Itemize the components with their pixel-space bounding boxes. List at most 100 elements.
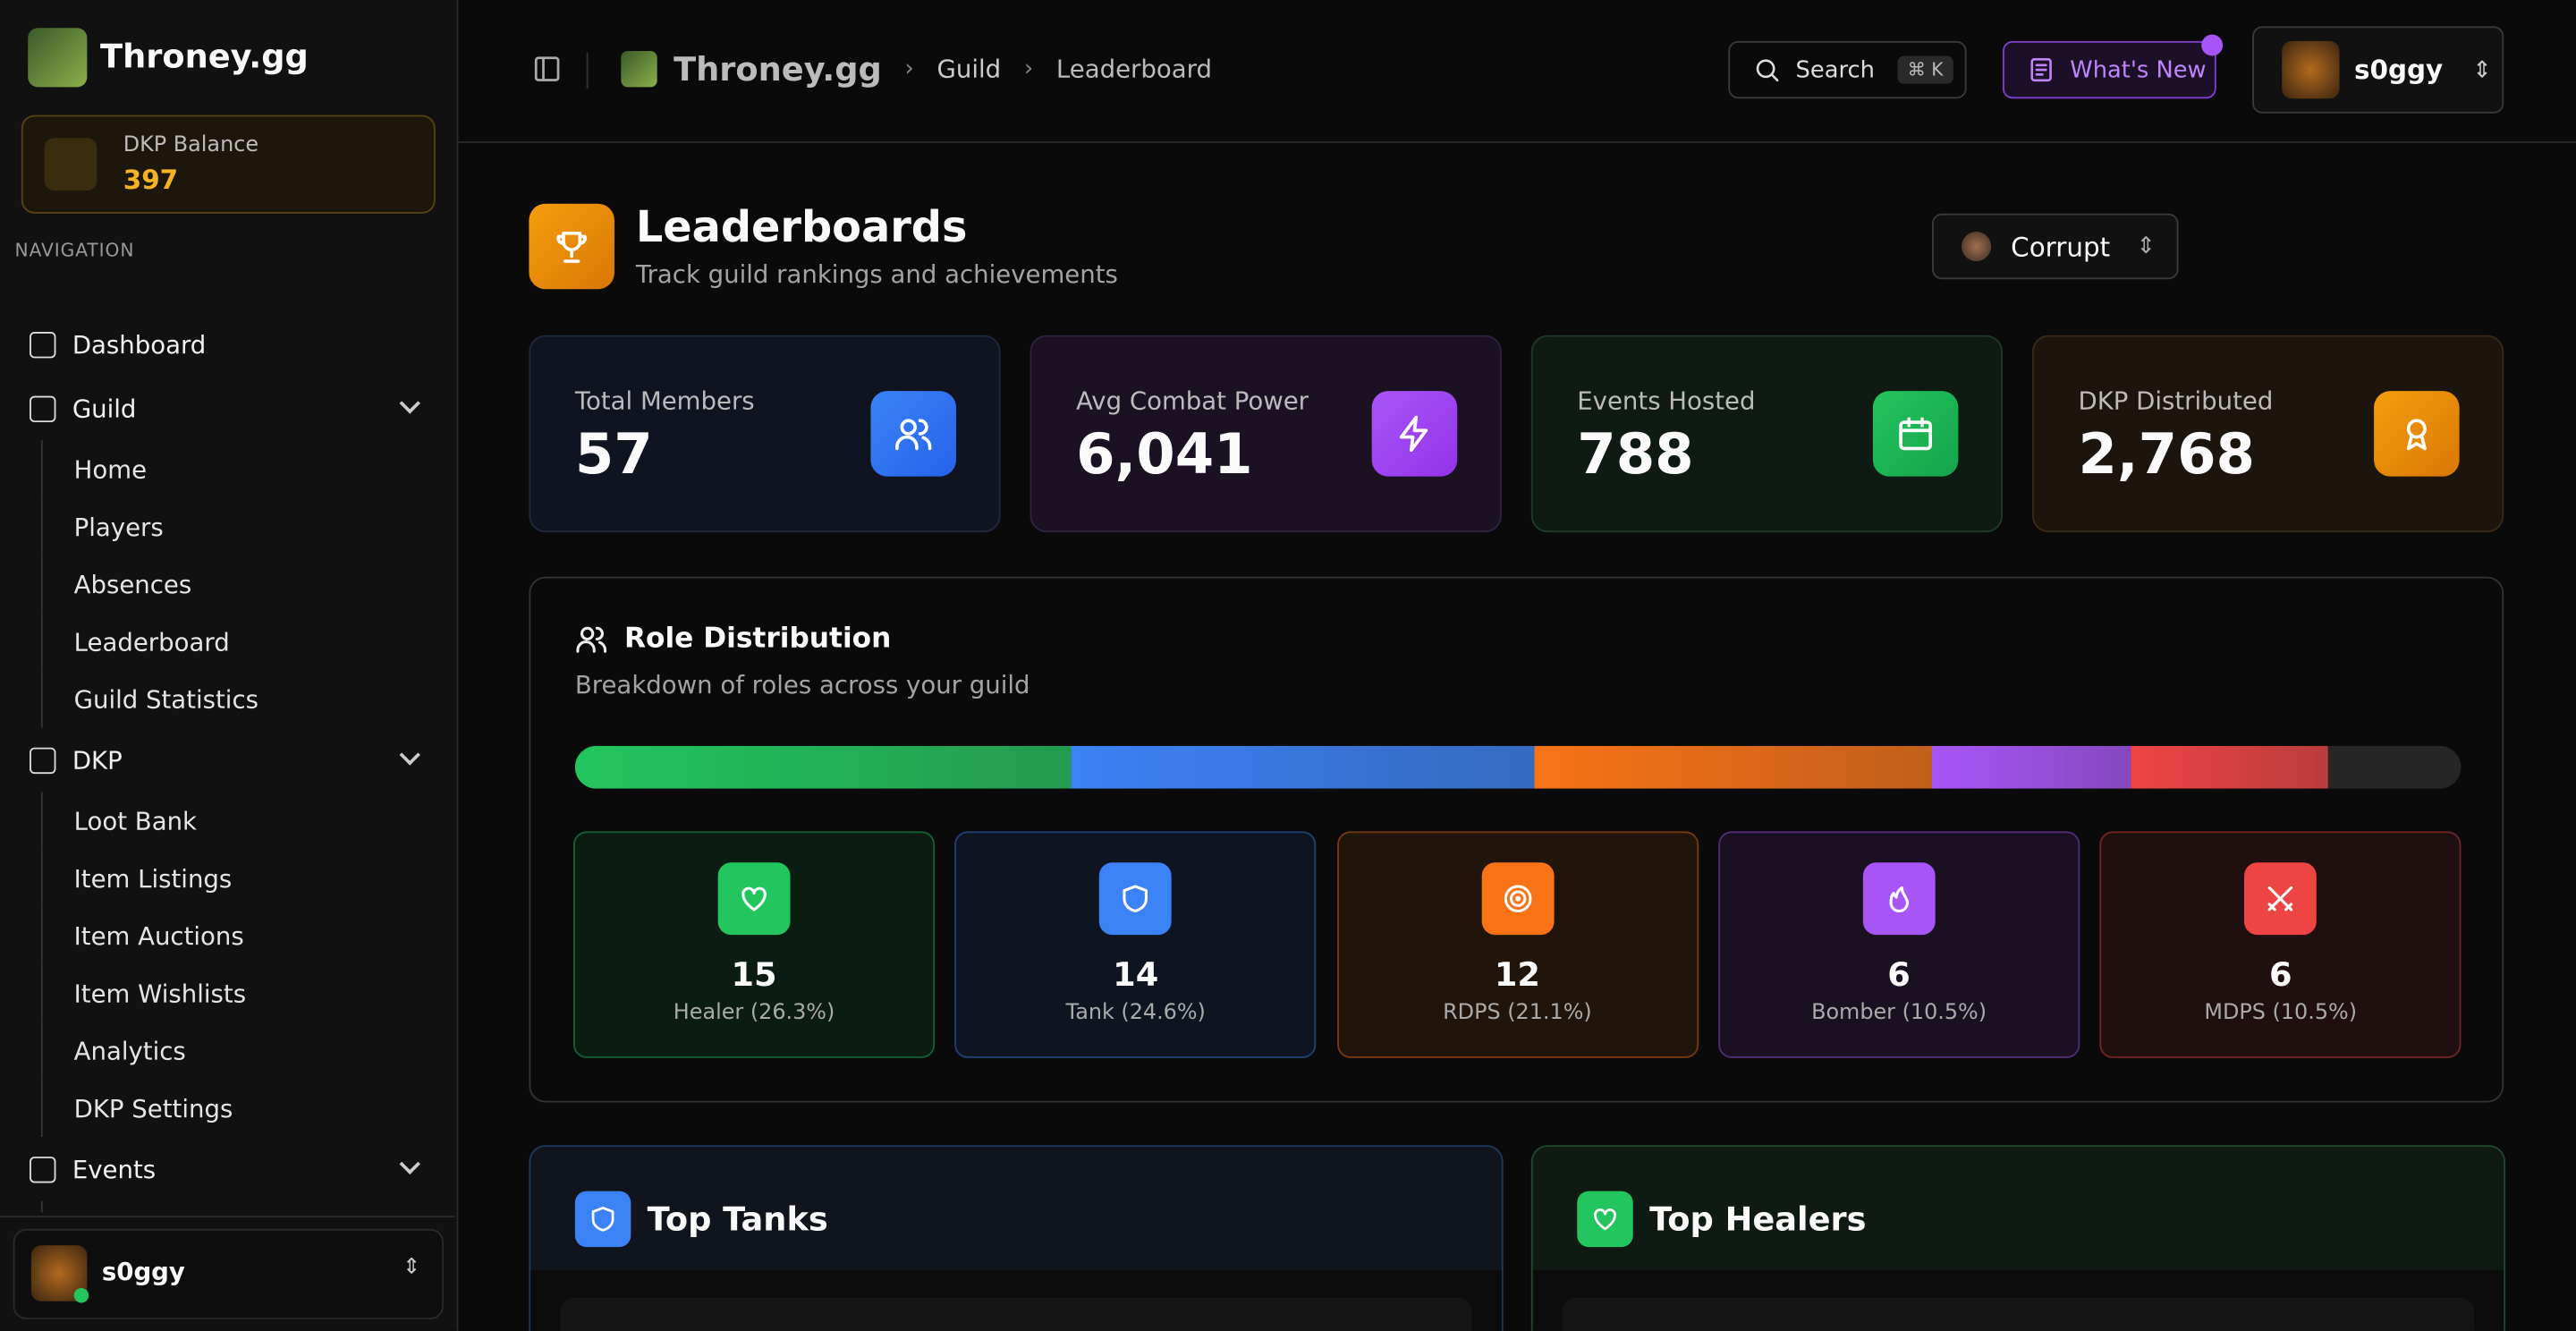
stat-value: 57 bbox=[574, 422, 653, 488]
section-title: Role Distribution bbox=[623, 623, 892, 656]
status-dot bbox=[73, 1288, 89, 1303]
stat-icon bbox=[2374, 391, 2460, 477]
role-icon bbox=[1480, 862, 1554, 936]
nav-subitem[interactable]: Guild Statistics bbox=[40, 670, 455, 728]
role-segment bbox=[574, 745, 1072, 789]
news-icon bbox=[2030, 58, 2052, 82]
role-segment bbox=[1931, 745, 2131, 789]
nav: Dashboard Guild Home Players Absences Leaderb… bbox=[0, 312, 455, 1213]
role-label: Healer (26.3%) bbox=[673, 1000, 835, 1026]
role-count: 6 bbox=[1887, 954, 1911, 995]
nav-subitem[interactable]: DKP Settings bbox=[40, 1079, 455, 1138]
dkp-icon bbox=[44, 138, 97, 191]
nav-subitem[interactable]: Home bbox=[40, 440, 455, 498]
role-count: 14 bbox=[1113, 954, 1159, 995]
user-menu[interactable]: s0ggy ⇕ bbox=[13, 1228, 444, 1319]
user-name: s0ggy bbox=[101, 1257, 185, 1287]
sidebar-toggle[interactable] bbox=[532, 55, 562, 84]
section-subtitle: Breakdown of roles across your guild bbox=[574, 670, 1030, 700]
whats-new-label: What's New bbox=[2070, 56, 2207, 83]
whats-new-button[interactable]: What's New bbox=[2002, 40, 2216, 99]
sidebar: Throney.gg DKP Balance 397 NAVIGATION Da… bbox=[0, 0, 459, 1331]
trophy-icon bbox=[556, 231, 588, 263]
breadcrumb-item[interactable]: Guild bbox=[936, 54, 1002, 84]
row bbox=[560, 1298, 1472, 1331]
stat-label: DKP Distributed bbox=[2078, 386, 2274, 416]
role-card: 6 Bomber (10.5%) bbox=[1718, 831, 2080, 1058]
nav-subitem[interactable]: Item Listings bbox=[40, 849, 455, 907]
row bbox=[1562, 1298, 2475, 1331]
role-segment bbox=[2130, 745, 2329, 789]
brand-name[interactable]: Throney.gg bbox=[100, 36, 309, 76]
search-icon bbox=[1756, 59, 1779, 82]
nav-heading: NAVIGATION bbox=[14, 240, 135, 262]
icon bbox=[2406, 419, 2427, 451]
avatar bbox=[2282, 40, 2340, 99]
stat-icon bbox=[870, 391, 956, 477]
stat-label: Avg Combat Power bbox=[1076, 386, 1309, 416]
search-label: Search bbox=[1795, 56, 1875, 83]
page-subtitle: Track guild rankings and achievements bbox=[635, 259, 1118, 290]
nav-subitem[interactable]: Absences bbox=[40, 555, 455, 614]
nav-subitem[interactable]: Item Auctions bbox=[40, 906, 455, 965]
role-icon bbox=[1099, 862, 1173, 936]
nav-icon bbox=[30, 394, 56, 422]
icon bbox=[895, 419, 932, 451]
nav-chevron bbox=[399, 744, 420, 766]
search-button[interactable]: Search ⌘ K bbox=[1728, 40, 1967, 99]
icon bbox=[1399, 415, 1428, 453]
role-card: 12 RDPS (21.1%) bbox=[1336, 831, 1699, 1058]
panel-title: Top Healers bbox=[1649, 1199, 1867, 1239]
panel-icon bbox=[574, 1191, 631, 1248]
dkp-balance: DKP Balance 397 bbox=[21, 114, 436, 214]
role-distribution: Role Distribution Breakdown of roles acr… bbox=[529, 576, 2504, 1103]
nav-chevron bbox=[399, 393, 420, 414]
stat-label: Total Members bbox=[574, 386, 755, 416]
role-icon bbox=[2244, 862, 2318, 936]
nav-subitem[interactable]: Item Wishlists bbox=[40, 964, 455, 1022]
panel-body bbox=[1532, 1269, 2504, 1331]
divider bbox=[0, 1216, 455, 1218]
guild-selector[interactable]: Corrupt ⇕ bbox=[1932, 213, 2179, 280]
stat-value: 2,768 bbox=[2078, 422, 2256, 488]
stat-card: DKP Distributed 2,768 bbox=[2032, 335, 2504, 533]
stat-card: Avg Combat Power 6,041 bbox=[1030, 335, 1502, 533]
user-button[interactable]: s0ggy ⇕ bbox=[2252, 26, 2504, 114]
stat-icon bbox=[1872, 391, 1959, 477]
nav-item[interactable]: DKP bbox=[0, 728, 455, 793]
nav-subitem[interactable]: Analytics bbox=[40, 1022, 455, 1080]
role-icon bbox=[717, 862, 791, 936]
role-bar bbox=[574, 745, 2462, 789]
dkp-value: 397 bbox=[123, 164, 179, 196]
nav-item[interactable]: Guild bbox=[0, 377, 455, 441]
nav-subitem[interactable]: Calendar bbox=[40, 1200, 455, 1213]
breadcrumb-item[interactable]: Leaderboard bbox=[1055, 54, 1212, 84]
role-segment bbox=[1071, 745, 1535, 789]
icon bbox=[1123, 885, 1148, 913]
stat-icon bbox=[1371, 391, 1458, 477]
user-name: s0ggy bbox=[2354, 54, 2444, 86]
chevron: ⇕ bbox=[402, 1255, 421, 1280]
breadcrumb-item[interactable]: Throney.gg bbox=[674, 49, 882, 89]
nav-subitem[interactable]: Loot Bank bbox=[40, 792, 455, 850]
panel-title: Top Tanks bbox=[647, 1199, 828, 1239]
role-card: 15 Healer (26.3%) bbox=[573, 831, 936, 1058]
nav-item[interactable]: Events bbox=[0, 1137, 455, 1201]
notification-dot bbox=[2201, 34, 2224, 56]
panel-icon bbox=[1577, 1191, 1633, 1248]
nav-subitem[interactable]: Leaderboard bbox=[40, 613, 455, 671]
nav-subitem[interactable]: Players bbox=[40, 497, 455, 555]
nav-icon bbox=[30, 746, 56, 774]
icon bbox=[1889, 886, 1909, 913]
icon bbox=[1504, 885, 1531, 913]
shortcut: ⌘ K bbox=[1897, 55, 1953, 84]
breadcrumb-logo bbox=[621, 50, 657, 88]
role-label: RDPS (21.1%) bbox=[1443, 1000, 1592, 1026]
role-card: 14 Tank (24.6%) bbox=[954, 831, 1317, 1058]
brand-logo bbox=[28, 28, 88, 88]
panel-body bbox=[530, 1269, 1502, 1331]
nav-item[interactable]: Dashboard bbox=[0, 312, 455, 377]
guild-name: Corrupt bbox=[2011, 231, 2111, 262]
